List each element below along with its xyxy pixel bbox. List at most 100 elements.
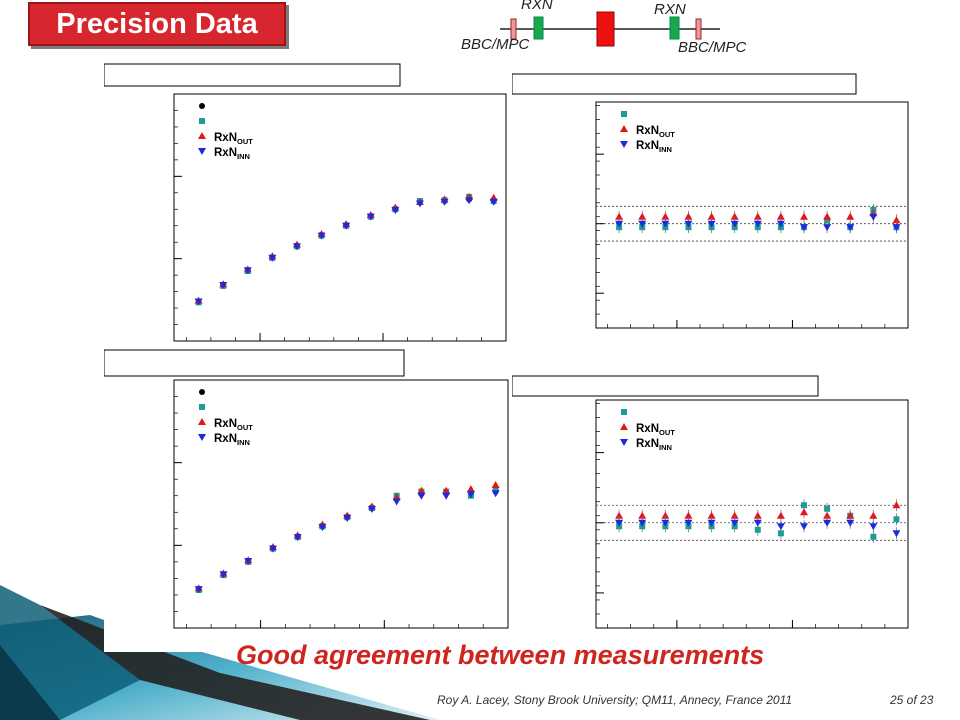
- legend-marker: [620, 423, 628, 430]
- data-point: [293, 534, 302, 542]
- data-point: [730, 220, 739, 228]
- legend-marker: [199, 389, 205, 395]
- legend-marker: [198, 434, 206, 441]
- data-point: [442, 492, 451, 500]
- data-point: [800, 224, 808, 232]
- data-point: [244, 558, 253, 566]
- data-point: [730, 519, 739, 527]
- data-point: [219, 571, 228, 579]
- data-point: [491, 490, 500, 498]
- data-point: [684, 519, 693, 527]
- data-point: [777, 530, 784, 537]
- legend-label: RxNOUT: [214, 418, 253, 432]
- data-point: [823, 511, 832, 519]
- data-point: [466, 491, 475, 499]
- legend-marker: [199, 118, 205, 124]
- legend-marker: [620, 141, 628, 148]
- legend-label: RxNINN: [636, 140, 672, 154]
- bbc-mpc-left-label: BBC/MPC: [461, 36, 530, 53]
- data-point: [615, 519, 624, 527]
- legend-marker: [199, 103, 205, 109]
- legend-label: RxNINN: [636, 438, 672, 452]
- data-point: [615, 220, 624, 228]
- data-point: [638, 212, 647, 220]
- data-point: [661, 212, 670, 220]
- legend-marker: [199, 404, 205, 410]
- data-point: [318, 524, 327, 532]
- data-point: [776, 220, 785, 228]
- rxn-left-bar: [533, 16, 544, 40]
- data-point: [615, 212, 624, 220]
- data-point: [268, 254, 277, 262]
- data-point: [753, 511, 762, 519]
- data-point: [800, 523, 808, 531]
- data-point: [800, 508, 808, 516]
- data-point: [801, 502, 807, 509]
- plot-frame: [173, 379, 509, 629]
- data-point: [730, 212, 739, 220]
- data-point: [343, 515, 352, 523]
- legend-label: RxNINN: [214, 433, 250, 447]
- data-point: [730, 511, 739, 519]
- data-point: [800, 212, 808, 220]
- data-point: [268, 545, 277, 553]
- data-point: [753, 212, 762, 220]
- data-point: [661, 519, 670, 527]
- slide-caption: Good agreement between measurements: [236, 640, 765, 670]
- data-point: [391, 207, 400, 215]
- data-point: [661, 511, 670, 519]
- legend-label: RxNOUT: [636, 125, 675, 139]
- bbc-mpc-left-bar: [510, 18, 517, 40]
- slide-title: Precision Data: [56, 8, 258, 40]
- data-point: [417, 486, 426, 494]
- data-point: [638, 519, 647, 527]
- data-point: [776, 212, 785, 220]
- legend-marker: [621, 111, 627, 117]
- data-point: [684, 220, 693, 228]
- data-point: [638, 511, 647, 519]
- rxn-right-bar: [669, 16, 680, 40]
- data-point: [243, 267, 252, 275]
- data-point: [661, 220, 670, 228]
- detector-diagram: [500, 11, 720, 47]
- plot-frame: [595, 399, 909, 629]
- chart-title-box: [104, 349, 405, 377]
- data-point: [892, 501, 901, 509]
- bbc-mpc-right-label: BBC/MPC: [678, 39, 747, 56]
- bbc-mpc-right-bar: [695, 18, 702, 40]
- data-point: [292, 243, 301, 251]
- data-point: [684, 212, 693, 220]
- data-point: [465, 197, 474, 205]
- data-point: [753, 220, 762, 228]
- data-point: [892, 224, 901, 232]
- data-point: [753, 519, 762, 527]
- slide-title-box: Precision Data: [28, 2, 286, 46]
- data-point: [366, 213, 375, 221]
- data-point: [776, 511, 785, 519]
- data-point: [615, 511, 624, 519]
- rxn-right-label: RXN: [654, 1, 686, 18]
- data-point: [392, 498, 401, 506]
- legend-marker: [620, 125, 628, 132]
- data-point: [893, 516, 900, 523]
- data-point: [707, 511, 716, 519]
- data-point: [367, 505, 376, 513]
- slide-footer: Roy A. Lacey, Stony Brook University; QM…: [437, 693, 793, 707]
- rxn-left-label: RXN: [521, 0, 553, 13]
- data-point: [846, 212, 855, 220]
- legend-label: RxNOUT: [636, 423, 675, 437]
- legend-marker: [198, 148, 206, 155]
- data-point: [707, 220, 716, 228]
- legend-marker: [621, 409, 627, 415]
- data-point: [492, 486, 499, 493]
- legend-label: RxNINN: [214, 147, 250, 161]
- data-point: [466, 485, 475, 493]
- data-point: [219, 282, 228, 290]
- chart-title-box: [512, 375, 819, 397]
- data-point: [638, 220, 647, 228]
- data-point: [870, 533, 877, 540]
